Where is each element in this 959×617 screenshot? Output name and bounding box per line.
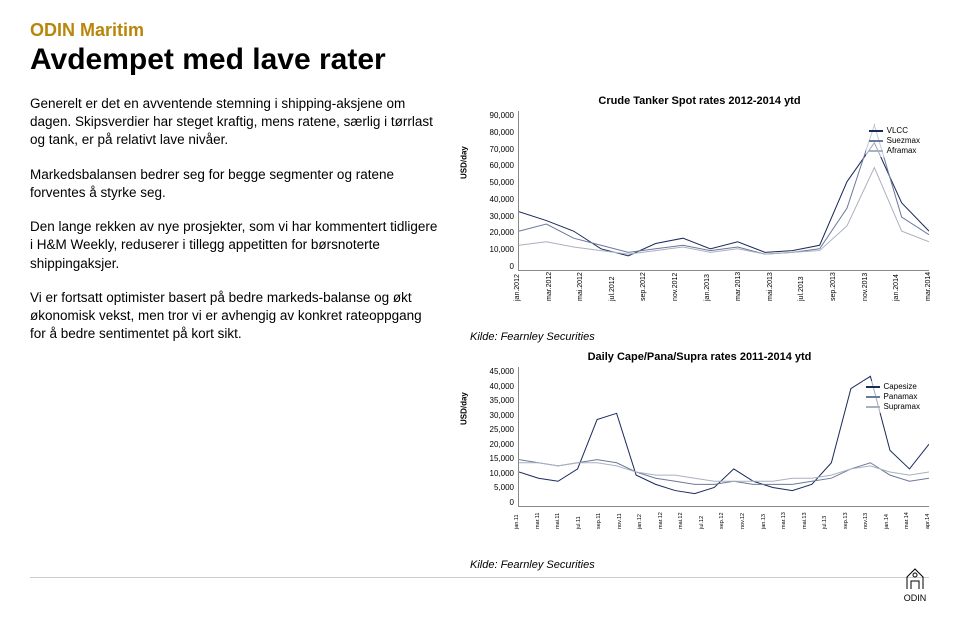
crude-tanker-chart: Crude Tanker Spot rates 2012-2014 ytd US… bbox=[470, 95, 929, 343]
legend-swatch bbox=[869, 140, 883, 142]
chart2-ylabel: USD/day bbox=[460, 392, 469, 425]
y-tick: 80,000 bbox=[490, 128, 514, 137]
y-tick: 30,000 bbox=[490, 411, 514, 420]
y-tick: 0 bbox=[510, 498, 514, 507]
y-tick: 20,000 bbox=[490, 440, 514, 449]
y-tick: 10,000 bbox=[490, 245, 514, 254]
y-tick: 25,000 bbox=[490, 425, 514, 434]
paragraph-3: Den lange rekken av nye prosjekter, som … bbox=[30, 218, 440, 273]
series-line bbox=[519, 143, 929, 256]
legend-item: Panamax bbox=[866, 392, 920, 401]
chart1-title: Crude Tanker Spot rates 2012-2014 ytd bbox=[470, 95, 929, 107]
y-tick: 45,000 bbox=[490, 367, 514, 376]
chart2-x-axis: jan.11mar.11mai.11jul.11sep.11nov.11jan.… bbox=[518, 507, 929, 529]
content: Generelt er det en avventende stemning i… bbox=[30, 95, 929, 571]
odin-logo-icon bbox=[901, 565, 929, 593]
odin-logo: ODIN bbox=[901, 565, 929, 603]
y-tick: 15,000 bbox=[490, 454, 514, 463]
y-tick: 40,000 bbox=[490, 195, 514, 204]
legend-item: Aframax bbox=[869, 146, 920, 155]
chart1-plot: VLCCSuezmaxAframax bbox=[518, 111, 929, 271]
y-tick: 5,000 bbox=[494, 483, 514, 492]
page-subtitle: ODIN Maritim bbox=[30, 20, 929, 41]
paragraph-1: Generelt er det en avventende stemning i… bbox=[30, 95, 440, 150]
page-title: Avdempet med lave rater bbox=[30, 43, 929, 77]
legend-item: Capesize bbox=[866, 382, 920, 391]
legend-label: Capesize bbox=[884, 382, 917, 391]
chart1-legend: VLCCSuezmaxAframax bbox=[866, 125, 923, 157]
legend-label: Panamax bbox=[884, 392, 918, 401]
y-tick: 60,000 bbox=[490, 161, 514, 170]
y-tick: 90,000 bbox=[490, 111, 514, 120]
y-tick: 10,000 bbox=[490, 469, 514, 478]
legend-item: Suezmax bbox=[869, 136, 920, 145]
legend-swatch bbox=[869, 150, 883, 152]
series-line bbox=[519, 168, 929, 255]
series-line bbox=[519, 460, 929, 485]
y-tick: 50,000 bbox=[490, 178, 514, 187]
y-tick: 35,000 bbox=[490, 396, 514, 405]
body-text: Generelt er det en avventende stemning i… bbox=[30, 95, 440, 571]
chart2-y-axis: 45,000 40,000 35,000 30,000 25,000 20,000 15,0… bbox=[470, 367, 518, 507]
y-tick: 70,000 bbox=[490, 145, 514, 154]
legend-label: Supramax bbox=[884, 402, 920, 411]
chart1-ylabel: USD/day bbox=[460, 146, 469, 179]
y-tick: 0 bbox=[510, 262, 514, 271]
legend-label: VLCC bbox=[887, 126, 908, 135]
legend-swatch bbox=[869, 130, 883, 132]
chart2-plot: CapesizePanamaxSupramax bbox=[518, 367, 929, 507]
odin-logo-text: ODIN bbox=[904, 593, 927, 603]
legend-swatch bbox=[866, 386, 880, 388]
header: ODIN Maritim Avdempet med lave rater bbox=[30, 20, 929, 77]
legend-swatch bbox=[866, 406, 880, 408]
footer: ODIN bbox=[30, 577, 929, 607]
legend-item: Supramax bbox=[866, 402, 920, 411]
y-tick: 40,000 bbox=[490, 382, 514, 391]
chart2-caption: Kilde: Fearnley Securities bbox=[470, 559, 929, 571]
y-tick: 20,000 bbox=[490, 228, 514, 237]
chart1-y-axis: 90,000 80,000 70,000 60,000 50,000 40,000 30,0… bbox=[470, 111, 518, 271]
paragraph-4: Vi er fortsatt optimister basert på bedr… bbox=[30, 289, 440, 344]
legend-label: Aframax bbox=[887, 146, 917, 155]
y-tick: 30,000 bbox=[490, 212, 514, 221]
chart1-caption: Kilde: Fearnley Securities bbox=[470, 331, 929, 343]
legend-swatch bbox=[866, 396, 880, 398]
chart1-x-axis: jan.2012mar.2012mai.2012jul.2012sep.2012… bbox=[518, 271, 929, 301]
legend-label: Suezmax bbox=[887, 136, 920, 145]
charts-column: Crude Tanker Spot rates 2012-2014 ytd US… bbox=[470, 95, 929, 571]
dry-bulk-chart: Daily Cape/Pana/Supra rates 2011-2014 yt… bbox=[470, 351, 929, 571]
paragraph-2: Markedsbalansen bedrer seg for begge seg… bbox=[30, 166, 440, 202]
chart2-legend: CapesizePanamaxSupramax bbox=[863, 381, 923, 413]
legend-item: VLCC bbox=[869, 126, 920, 135]
chart2-title: Daily Cape/Pana/Supra rates 2011-2014 yt… bbox=[470, 351, 929, 363]
